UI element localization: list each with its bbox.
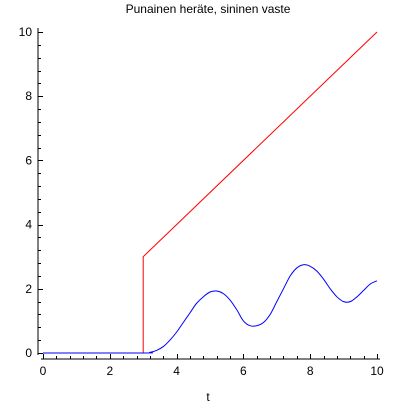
series-line-1 <box>43 31 378 354</box>
x-axis-label: t <box>206 390 210 404</box>
series-line-2 <box>43 264 378 354</box>
y-tick-label: 6 <box>25 153 32 167</box>
y-tick-label: 10 <box>19 25 33 39</box>
chart-title: Punainen heräte, sininen vaste <box>126 2 291 16</box>
axes: 0 2 4 6 8 10 0 2 4 6 8 10 <box>19 25 384 378</box>
plot-area <box>43 31 378 354</box>
y-tick-label: 4 <box>25 218 32 232</box>
y-tick-label: 0 <box>25 346 32 360</box>
y-tick-label: 8 <box>25 89 32 103</box>
y-tick-label: 2 <box>25 282 32 296</box>
x-tick-label: 4 <box>173 364 180 378</box>
x-tick-label: 8 <box>307 364 314 378</box>
x-tick-label: 2 <box>106 364 113 378</box>
x-tick-label: 10 <box>370 364 384 378</box>
x-tick-label: 6 <box>240 364 247 378</box>
x-tick-label: 0 <box>40 364 47 378</box>
